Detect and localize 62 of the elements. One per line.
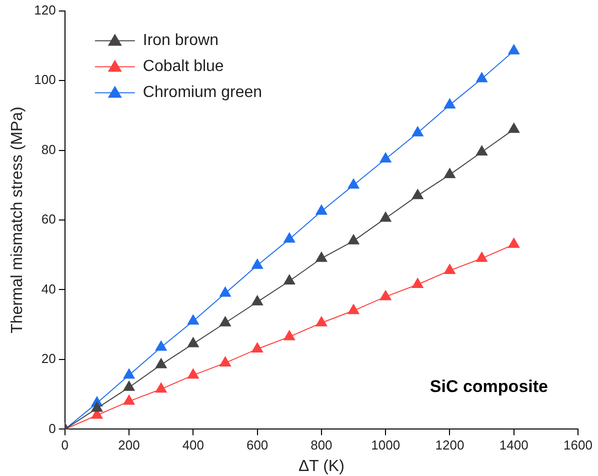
x-tick-label: 200 [118, 438, 140, 453]
y-axis-title: Thermal mismatch stress (MPa) [9, 106, 26, 334]
point [155, 358, 168, 368]
point [444, 168, 456, 178]
point [347, 304, 360, 314]
point [251, 258, 264, 269]
point [315, 316, 328, 326]
point [347, 178, 360, 189]
y-tick-label: 20 [41, 351, 56, 366]
point [122, 394, 136, 405]
point [219, 316, 232, 326]
point [122, 380, 136, 391]
y-tick-label: 40 [41, 281, 56, 296]
point [412, 126, 424, 136]
point [380, 211, 392, 222]
x-tick-label: 1600 [564, 438, 592, 453]
point [283, 232, 296, 243]
x-axis-title: ΔT (K) [298, 458, 344, 475]
point [380, 290, 392, 300]
point [315, 251, 328, 262]
legend-label: Iron brown [142, 32, 218, 50]
point [476, 251, 488, 262]
point [412, 278, 424, 288]
point [508, 237, 520, 248]
point [90, 401, 104, 412]
point [187, 336, 200, 348]
point [444, 264, 456, 274]
x-tick-label: 400 [182, 438, 204, 453]
point [122, 368, 136, 379]
point [219, 356, 232, 366]
point [187, 368, 200, 379]
point [444, 98, 456, 108]
x-tick-label: 1400 [499, 438, 528, 453]
point [476, 145, 488, 156]
legend-label: Cobalt blue [142, 58, 224, 76]
legend-label: Chromium green [142, 84, 262, 102]
point [315, 204, 328, 215]
y-tick-label: 100 [34, 72, 56, 88]
x-tick-label: 1000 [371, 438, 400, 453]
point [283, 330, 296, 340]
point [508, 122, 520, 133]
point [155, 340, 168, 351]
x-tick-label: 0 [61, 438, 69, 453]
x-tick-label: 1200 [435, 438, 464, 453]
point [155, 382, 168, 393]
y-tick-label: 60 [41, 212, 56, 227]
point [347, 234, 360, 244]
point [283, 274, 296, 285]
y-tick-label: 120 [34, 2, 56, 18]
point [412, 188, 424, 200]
point [380, 152, 392, 162]
point [219, 286, 232, 297]
y-tick-label: 80 [41, 142, 56, 157]
point [251, 342, 264, 353]
annotation: SiC composite [430, 376, 548, 396]
y-tick-label: 0 [48, 420, 56, 436]
point [251, 294, 264, 306]
x-tick-label: 800 [310, 438, 332, 453]
point [476, 72, 488, 82]
point [187, 314, 200, 325]
point [508, 44, 520, 54]
x-tick-label: 600 [246, 438, 268, 453]
